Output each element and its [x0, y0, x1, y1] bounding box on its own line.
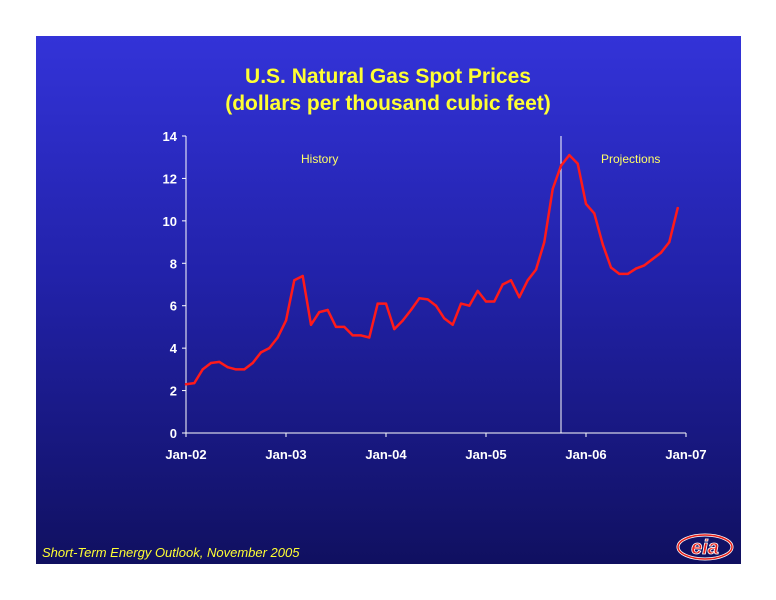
eia-logo: eia [676, 533, 734, 561]
data-point [234, 368, 238, 371]
data-point [651, 257, 654, 261]
data-point [226, 366, 229, 369]
data-point [393, 327, 396, 331]
data-point [501, 283, 504, 286]
data-point [584, 202, 588, 206]
y-tick-label: 8 [170, 256, 177, 271]
y-tick-label: 4 [170, 341, 178, 356]
data-point [359, 334, 363, 337]
data-point [384, 302, 388, 305]
data-point [618, 272, 621, 276]
data-point [451, 323, 454, 326]
data-point [318, 310, 321, 314]
data-point [626, 272, 629, 276]
y-tick-label: 12 [163, 171, 177, 186]
data-point [309, 323, 313, 326]
data-point [676, 206, 679, 210]
data-point [484, 300, 488, 303]
axes: 0 2 4 6 8 10 12 14 Jan-02 Jan-03 Jan-04 Jan-05 Jan-0… [163, 129, 707, 462]
chart: U.S. Natural Gas Spot Prices (dollars pe… [163, 65, 707, 462]
data-point [409, 308, 413, 312]
chart-title-line-2: (dollars per thousand cubic feet) [225, 92, 551, 115]
data-point [443, 317, 446, 320]
data-point [576, 162, 579, 165]
data-point [518, 296, 521, 299]
data-point [493, 300, 496, 303]
data-point [343, 325, 346, 329]
data-point [509, 279, 513, 282]
data-point [259, 351, 263, 354]
chart-title-line-1: U.S. Natural Gas Spot Prices [245, 65, 531, 88]
data-point [609, 266, 613, 269]
data-point [193, 381, 196, 385]
data-point [593, 212, 596, 215]
data-point [368, 336, 371, 339]
y-tick-label: 10 [163, 214, 177, 229]
history-label: History [301, 152, 338, 166]
series-line-price [184, 153, 679, 386]
data-point [301, 274, 304, 278]
data-point [376, 302, 379, 305]
x-tick-label: Jan-05 [465, 447, 506, 462]
data-point [568, 153, 571, 157]
y-tick-label: 2 [170, 384, 177, 399]
data-point [284, 319, 288, 322]
data-point [184, 383, 188, 386]
data-point [526, 279, 529, 282]
data-point [643, 264, 646, 267]
data-point [293, 279, 296, 282]
data-point [201, 368, 204, 371]
footnote: Short-Term Energy Outlook, November 2005 [42, 545, 300, 560]
data-point [543, 240, 546, 244]
y-tick-label: 0 [170, 426, 177, 441]
svg-text:eia: eia [691, 537, 719, 559]
data-point [459, 302, 463, 305]
data-point [426, 298, 429, 301]
data-point [476, 289, 479, 293]
x-tick-label: Jan-07 [665, 447, 706, 462]
y-tick-label: 14 [163, 129, 178, 144]
y-tick-label: 6 [170, 299, 177, 314]
x-tick-label: Jan-03 [265, 447, 306, 462]
projections-label: Projections [601, 152, 660, 166]
data-point [401, 319, 404, 322]
data-point [268, 346, 271, 350]
data-point [218, 360, 221, 364]
data-point [659, 251, 663, 254]
data-point [634, 267, 638, 270]
plot-area [184, 136, 679, 433]
data-point [334, 325, 338, 329]
x-tick-label: Jan-02 [165, 447, 206, 462]
slide-background: U.S. Natural Gas Spot Prices (dollars pe… [36, 36, 741, 564]
data-point [326, 308, 329, 312]
data-point [668, 240, 671, 244]
data-point [243, 368, 246, 371]
data-point [418, 297, 421, 300]
data-point [434, 304, 438, 307]
data-point [559, 164, 563, 167]
x-tick-label: Jan-04 [365, 447, 407, 462]
data-point [468, 304, 471, 307]
x-tick-label: Jan-06 [565, 447, 606, 462]
data-point [251, 361, 254, 365]
data-point [276, 336, 279, 339]
data-point [351, 334, 354, 337]
data-point [601, 243, 604, 246]
data-point [534, 268, 538, 271]
data-point [209, 361, 213, 365]
data-point [551, 187, 554, 191]
